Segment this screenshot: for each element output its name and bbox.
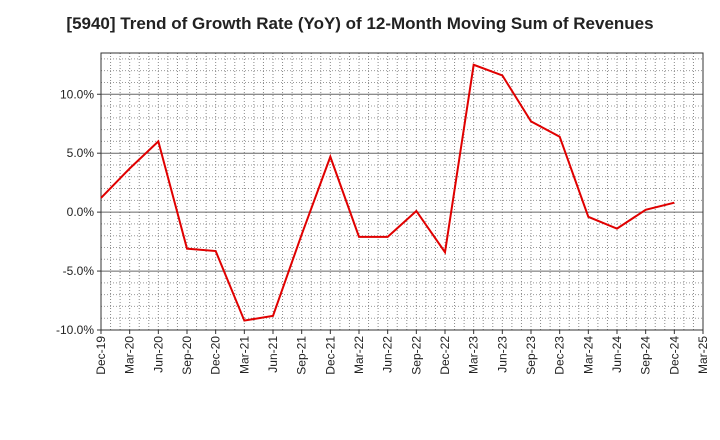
grid: [101, 53, 703, 330]
y-tick-label: 10.0%: [60, 87, 94, 101]
x-tick-label: Mar-24: [581, 336, 595, 374]
axes: [97, 52, 704, 334]
x-tick-label: Mar-21: [237, 336, 251, 374]
chart-title: [5940] Trend of Growth Rate (YoY) of 12-…: [66, 14, 654, 33]
y-tick-label: -5.0%: [63, 264, 95, 278]
x-tick-label: Dec-20: [209, 336, 223, 375]
series-line: [100, 63, 675, 322]
x-tick-label: Mar-23: [467, 336, 481, 374]
x-tick-label: Sep-22: [409, 336, 423, 375]
x-tick-label: Sep-24: [639, 336, 653, 375]
x-tick-label: Jun-20: [151, 336, 165, 373]
tick-labels: 10.0% 5.0% 0.0% -5.0% -10.0%Dec-19 Mar-20 Jun-…: [56, 87, 710, 374]
x-tick-label: Jun-22: [381, 336, 395, 373]
x-tick-label: Sep-23: [524, 336, 538, 375]
series-layer: [100, 63, 675, 322]
x-tick-label: Dec-21: [323, 336, 337, 375]
x-tick-label: Mar-22: [352, 336, 366, 374]
plot-frame: [100, 52, 704, 331]
x-tick-label: Mar-20: [123, 336, 137, 374]
x-tick-label: Jun-21: [266, 336, 280, 373]
x-tick-label: Sep-20: [180, 336, 194, 375]
x-tick-label: Jun-23: [495, 336, 509, 373]
y-tick-label: 5.0%: [67, 146, 95, 160]
x-tick-label: Mar-25: [696, 336, 710, 374]
y-tick-label: -10.0%: [56, 323, 94, 337]
x-tick-label: Dec-19: [94, 336, 108, 375]
x-tick-label: Jun-24: [610, 336, 624, 373]
y-tick-label: 0.0%: [67, 205, 95, 219]
x-tick-label: Dec-23: [553, 336, 567, 375]
x-tick-label: Sep-21: [295, 336, 309, 375]
x-tick-label: Dec-22: [438, 336, 452, 375]
x-tick-label: Dec-24: [667, 336, 681, 375]
